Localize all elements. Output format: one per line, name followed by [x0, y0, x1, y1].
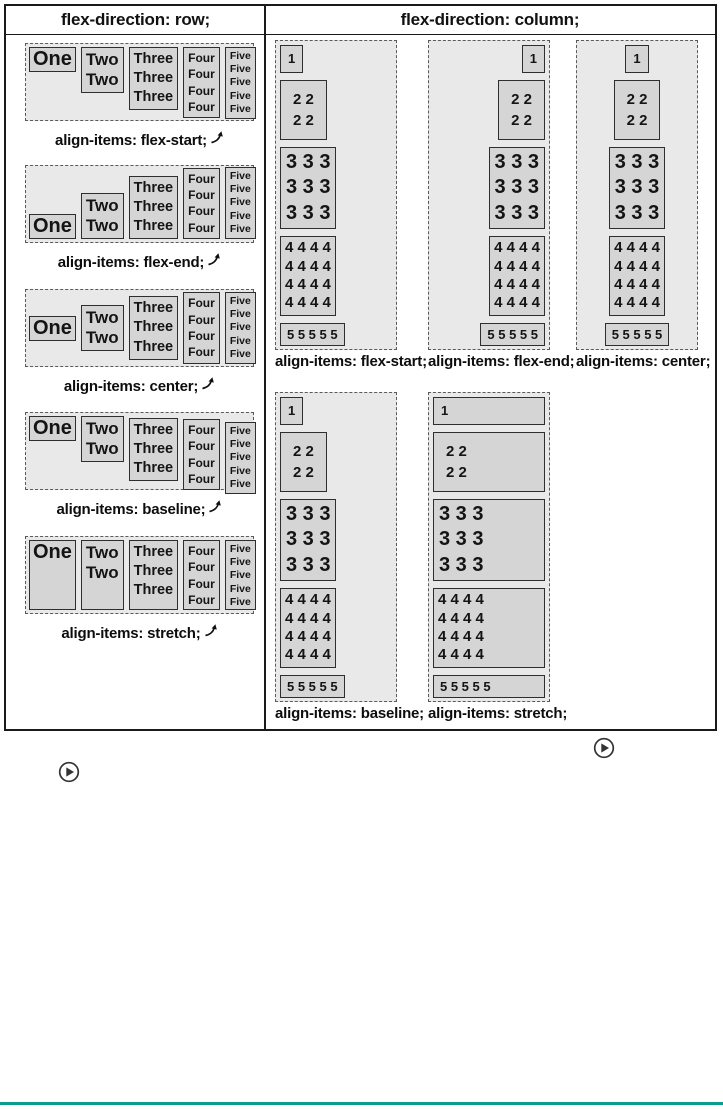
curved-arrow-icon[interactable]	[207, 252, 221, 270]
example-caption: align-items: flex-end;	[428, 353, 575, 370]
flex-item-4: 4 4 4 4 4 4 4 4 4 4 4 4 4 4 4 4	[609, 236, 665, 316]
example-caption: align-items: flex-start;	[275, 353, 427, 370]
flex-item-one: One	[29, 214, 76, 239]
flex-item-three: Three Three Three	[128, 175, 179, 239]
flex-item-four: Four Four Four Four	[183, 292, 220, 364]
play-circle-icon[interactable]	[58, 761, 80, 783]
flex-item-five: Five Five Five Five Five	[224, 166, 256, 239]
flex-item-four: Four Four Four Four	[183, 167, 220, 239]
flex-container: 1 2 2 2 2 3 3 3 3 3 3 3 3 3 4 4 4 4 4 4 …	[428, 40, 550, 350]
flex-item-1: 1	[433, 397, 545, 425]
flex-container: One Two Two Three Three Three Four Four …	[25, 165, 256, 243]
flex-container: One Two Two Three Three Three Four Four …	[25, 536, 256, 614]
flex-item-five: Five Five Five Five Five	[224, 422, 256, 495]
header-flex-direction-row: flex-direction: row;	[60, 10, 210, 29]
flex-item-3: 3 3 3 3 3 3 3 3 3	[488, 146, 545, 230]
flex-item-two: Two Two	[80, 304, 124, 352]
example-caption: align-items: baseline;	[275, 705, 424, 722]
caption-text: align-items: flex-end;	[57, 254, 205, 271]
flex-item-3: 3 3 3 3 3 3 3 3 3	[280, 498, 337, 582]
flex-item-two: Two Two	[80, 47, 124, 94]
flex-align-items-figure: flex-direction: row; flex-direction: col…	[4, 4, 717, 731]
curved-arrow-icon[interactable]	[204, 623, 218, 641]
example-caption: align-items: flex-start;	[25, 130, 254, 149]
flex-item-2: 2 2 2 2	[280, 431, 327, 492]
flex-item-3: 3 3 3 3 3 3 3 3 3	[433, 498, 545, 582]
flex-item-4: 4 4 4 4 4 4 4 4 4 4 4 4 4 4 4 4	[280, 588, 336, 668]
figure-header: flex-direction: row; flex-direction: col…	[6, 6, 715, 35]
flex-item-5: 5 5 5 5 5	[604, 322, 670, 347]
flex-item-4: 4 4 4 4 4 4 4 4 4 4 4 4 4 4 4 4	[433, 588, 545, 668]
flex-container: One Two Two Three Three Three Four Four …	[25, 43, 256, 121]
page-bottom-rule	[0, 1102, 723, 1105]
example-caption: align-items: center;	[25, 376, 254, 395]
caption-text: align-items: center;	[63, 378, 199, 395]
flex-container: One Two Two Three Three Three Four Four …	[25, 412, 256, 495]
column-divider	[264, 6, 266, 729]
flex-item-3: 3 3 3 3 3 3 3 3 3	[608, 146, 666, 230]
flex-item-3: 3 3 3 3 3 3 3 3 3	[280, 146, 337, 230]
flex-item-4: 4 4 4 4 4 4 4 4 4 4 4 4 4 4 4 4	[489, 236, 545, 316]
example-row-flex-end: One Two Two Three Three Three Four Four …	[25, 165, 256, 271]
flex-item-five: Five Five Five Five Five	[224, 47, 256, 120]
flex-item-1: 1	[521, 45, 545, 73]
play-circle-icon[interactable]	[593, 737, 615, 759]
flex-item-three: Three Three Three	[128, 47, 179, 111]
flex-item-four: Four Four Four Four	[183, 540, 220, 610]
example-row-flex-start: One Two Two Three Three Three Four Four …	[25, 43, 256, 149]
curved-arrow-icon[interactable]	[208, 499, 222, 517]
flex-item-three: Three Three Three	[128, 418, 179, 482]
caption-text: align-items: flex-start;	[55, 132, 207, 149]
flex-item-5: 5 5 5 5 5	[280, 674, 345, 699]
flex-item-5: 5 5 5 5 5	[480, 322, 545, 347]
caption-text: align-items: baseline;	[56, 501, 206, 518]
example-column-stretch: 1 2 2 2 2 3 3 3 3 3 3 3 3 3 4 4 4 4 4 4 …	[428, 392, 568, 722]
flex-item-one: One	[29, 315, 76, 341]
example-caption: align-items: stretch;	[428, 705, 568, 722]
flex-container: 1 2 2 2 2 3 3 3 3 3 3 3 3 3 4 4 4 4 4 4 …	[275, 392, 397, 702]
flex-item-three: Three Three Three	[128, 540, 179, 610]
example-caption: align-items: center;	[576, 353, 711, 370]
flex-item-2: 2 2 2 2	[613, 79, 661, 140]
flex-item-three: Three Three Three	[128, 296, 179, 360]
example-column-center: 1 2 2 2 2 3 3 3 3 3 3 3 3 3 4 4 4 4 4 4 …	[576, 40, 711, 370]
flex-container: 1 2 2 2 2 3 3 3 3 3 3 3 3 3 4 4 4 4 4 4 …	[275, 40, 397, 350]
example-row-baseline: One Two Two Three Three Three Four Four …	[25, 412, 256, 518]
curved-arrow-icon[interactable]	[201, 376, 215, 394]
flex-item-4: 4 4 4 4 4 4 4 4 4 4 4 4 4 4 4 4	[280, 236, 336, 316]
flex-item-2: 2 2 2 2	[280, 79, 327, 140]
example-caption: align-items: baseline;	[25, 499, 254, 518]
flex-container: 1 2 2 2 2 3 3 3 3 3 3 3 3 3 4 4 4 4 4 4 …	[428, 392, 550, 702]
flex-item-1: 1	[625, 45, 649, 73]
curved-arrow-icon[interactable]	[210, 130, 224, 148]
flex-item-1: 1	[280, 45, 304, 73]
flex-item-two: Two Two	[80, 416, 124, 463]
flex-item-one: One	[29, 47, 76, 72]
example-column-flex-end: 1 2 2 2 2 3 3 3 3 3 3 3 3 3 4 4 4 4 4 4 …	[428, 40, 575, 370]
flex-item-5: 5 5 5 5 5	[433, 674, 545, 699]
flex-item-2: 2 2 2 2	[433, 431, 545, 492]
flex-item-five: Five Five Five Five Five	[224, 291, 256, 365]
example-column-flex-start: 1 2 2 2 2 3 3 3 3 3 3 3 3 3 4 4 4 4 4 4 …	[275, 40, 427, 370]
flex-item-four: Four Four Four Four	[183, 47, 220, 119]
flex-item-1: 1	[280, 397, 304, 425]
flex-container: One Two Two Three Three Three Four Four …	[25, 289, 256, 367]
example-caption: align-items: flex-end;	[25, 252, 254, 271]
example-column-baseline: 1 2 2 2 2 3 3 3 3 3 3 3 3 3 4 4 4 4 4 4 …	[275, 392, 424, 722]
flex-item-one: One	[29, 540, 76, 610]
flex-item-four: Four Four Four Four	[183, 419, 220, 491]
flex-item-two: Two Two	[80, 540, 124, 610]
caption-text: align-items: stretch;	[61, 625, 201, 642]
example-row-center: One Two Two Three Three Three Four Four …	[25, 289, 256, 395]
example-caption: align-items: stretch;	[25, 623, 254, 642]
flex-container: 1 2 2 2 2 3 3 3 3 3 3 3 3 3 4 4 4 4 4 4 …	[576, 40, 698, 350]
flex-item-one: One	[29, 416, 76, 441]
flex-item-five: Five Five Five Five Five	[224, 540, 256, 610]
example-row-stretch: One Two Two Three Three Three Four Four …	[25, 536, 256, 642]
flex-item-5: 5 5 5 5 5	[280, 322, 345, 347]
flex-item-2: 2 2 2 2	[498, 79, 545, 140]
flex-item-two: Two Two	[80, 192, 124, 239]
header-flex-direction-column: flex-direction: column;	[400, 10, 580, 29]
